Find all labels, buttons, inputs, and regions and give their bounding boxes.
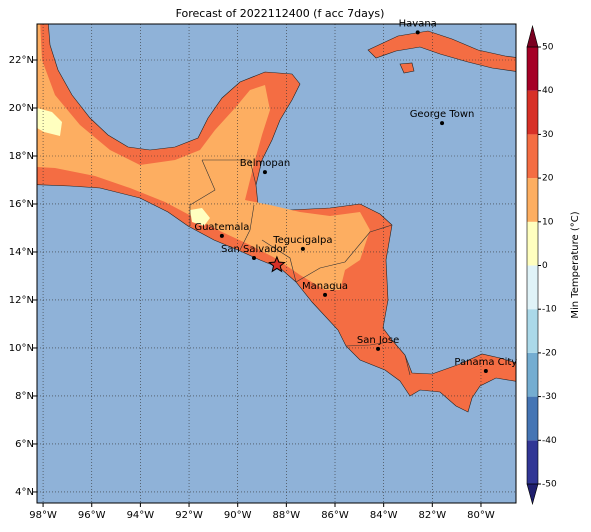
- city-label: George Town: [410, 109, 475, 120]
- y-tick-label: 20°N: [9, 103, 34, 114]
- mild-area: [37, 24, 370, 290]
- border: [295, 224, 393, 283]
- x-tick-label: 88°W: [273, 510, 301, 521]
- colorbar-tick-label: -30: [542, 392, 557, 402]
- city-dot: [323, 292, 328, 297]
- colorbar-band: [527, 134, 538, 179]
- city-label: Panama City: [454, 357, 517, 368]
- city-dot: [440, 121, 445, 126]
- city-label: Managua: [302, 281, 348, 292]
- y-tick-label: 14°N: [9, 247, 34, 258]
- x-tick-label: 94°W: [127, 510, 155, 521]
- city-dot: [262, 170, 267, 175]
- city-dot: [300, 246, 305, 251]
- colorbar-band: [527, 396, 538, 441]
- city-label: Havana: [399, 18, 437, 29]
- colorbar-band: [527, 178, 538, 222]
- x-tick-label: 98°W: [29, 510, 57, 521]
- colorbar-band: [527, 47, 538, 91]
- border: [189, 159, 216, 226]
- title: Forecast of 2022112400 (f acc 7days): [176, 7, 385, 20]
- isla-juventud: [399, 62, 415, 74]
- event-star: [268, 255, 286, 273]
- colorbar-tick-label: 20: [542, 174, 554, 184]
- city-dot: [219, 233, 224, 238]
- city-dot: [251, 255, 256, 260]
- city-label: San Salvador: [221, 244, 288, 255]
- city-dot: [483, 369, 488, 374]
- y-tick-label: 6°N: [15, 439, 34, 450]
- x-tick-label: 92°W: [175, 510, 203, 521]
- colorbar-tick-label: 10: [542, 217, 554, 227]
- x-tick-label: 80°W: [467, 510, 495, 521]
- map-frame: [36, 23, 517, 504]
- border: [202, 159, 257, 186]
- y-tick-label: 18°N: [9, 151, 34, 162]
- colorbar-band: [527, 221, 538, 266]
- cool-area: [190, 208, 210, 226]
- y-tick-label: 4°N: [15, 487, 34, 498]
- border: [261, 239, 297, 283]
- x-tick-label: 96°W: [78, 510, 106, 521]
- city-label: Guatemala: [194, 222, 249, 233]
- colorbar-tick-label: -10: [542, 305, 557, 315]
- x-tick-label: 82°W: [419, 510, 447, 521]
- x-tick-label: 86°W: [321, 510, 349, 521]
- colorbar-label: Min Temperature (°C): [570, 211, 581, 318]
- colorbar-tick-label: 50: [542, 43, 554, 53]
- y-tick-label: 8°N: [15, 391, 34, 402]
- grid: [37, 24, 516, 503]
- city-dot: [415, 30, 420, 35]
- colorbar-under: [526, 483, 539, 506]
- cuba: [367, 30, 516, 72]
- city-label: Belmopan: [240, 158, 290, 169]
- colorbar-tick-label: 0: [542, 261, 548, 271]
- colorbar-band: [527, 309, 538, 353]
- city-label: Tegucigalpa: [272, 235, 332, 246]
- colorbar-tick-label: -40: [542, 436, 557, 446]
- city-dot: [376, 346, 381, 351]
- colorbar-band: [527, 440, 538, 484]
- x-tick-label: 84°W: [370, 510, 398, 521]
- y-tick-label: 16°N: [9, 199, 34, 210]
- colorbar-band: [527, 90, 538, 135]
- colorbar-tick-label: -20: [542, 348, 557, 358]
- y-tick-label: 22°N: [9, 55, 34, 66]
- y-tick-label: 10°N: [9, 343, 34, 354]
- colorbar-tick-label: -50: [542, 480, 557, 490]
- border: [404, 354, 411, 376]
- city-label: San Jose: [357, 335, 399, 346]
- border: [345, 341, 389, 347]
- x-tick-label: 90°W: [224, 510, 252, 521]
- colorbar-tick-label: 30: [542, 130, 554, 140]
- y-tick-label: 12°N: [9, 295, 34, 306]
- border: [239, 204, 255, 251]
- colorbar-band: [527, 352, 538, 397]
- colorbar-tick-label: 40: [542, 86, 554, 96]
- colorbar-over: [526, 24, 539, 48]
- colorbar-band: [527, 265, 538, 310]
